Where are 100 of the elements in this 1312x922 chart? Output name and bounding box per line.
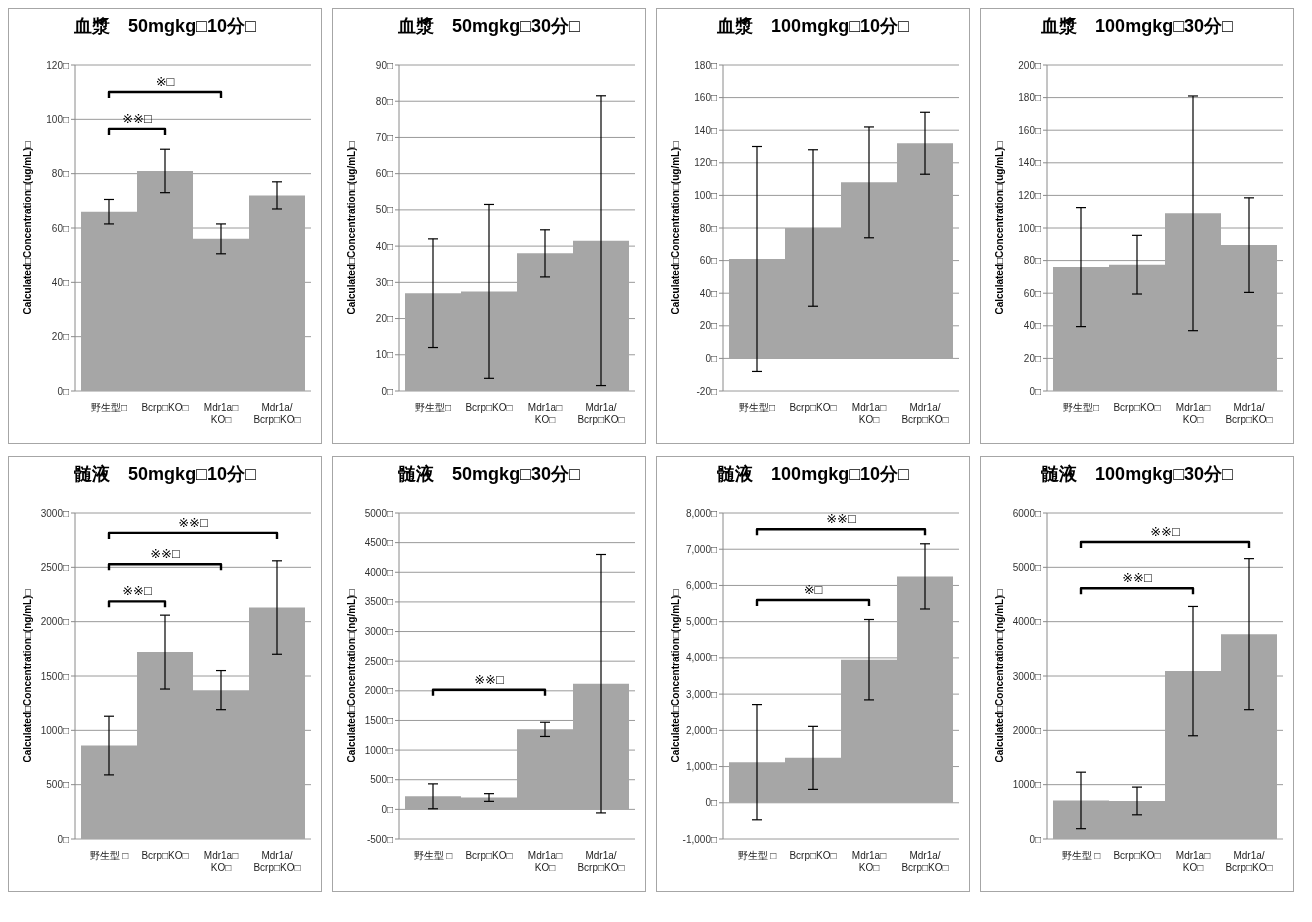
chart-title: 髄液 50mgkg□30分□ bbox=[397, 463, 581, 486]
x-tick-label: Mdr1a/Bcrp□KO□ bbox=[577, 850, 625, 873]
x-tick-label: Mdr1a/Bcrp□KO□ bbox=[901, 402, 949, 425]
y-tick-label: 0□ bbox=[705, 797, 717, 809]
y-tick-label: 80□ bbox=[1023, 255, 1041, 267]
y-tick-label: 40□ bbox=[1023, 320, 1041, 332]
y-axis-title: Calculated□Concentration□(ug/mL)□ bbox=[993, 141, 1005, 315]
x-tick-label: 野生型 □ bbox=[413, 850, 453, 861]
y-tick-label: 60□ bbox=[375, 168, 393, 180]
annotation: ※※□ bbox=[122, 110, 152, 126]
y-tick-label: 6,000□ bbox=[685, 579, 717, 591]
y-tick-label: 50□ bbox=[375, 204, 393, 216]
y-tick-label: 120□ bbox=[1018, 189, 1041, 201]
x-tick-label: Mdr1a□KO□ bbox=[1175, 402, 1211, 425]
y-tick-label: 5000□ bbox=[1012, 561, 1041, 573]
y-tick-label: 0□ bbox=[57, 833, 69, 845]
y-tick-label: 140□ bbox=[694, 124, 717, 136]
annotation: ※※□ bbox=[1122, 570, 1152, 586]
y-tick-label: 500□ bbox=[370, 774, 393, 786]
y-tick-label: 20□ bbox=[699, 320, 717, 332]
x-tick-label: Mdr1a□KO□ bbox=[527, 850, 563, 873]
x-tick-label: Mdr1a□KO□ bbox=[527, 402, 563, 425]
x-tick-label: Bcrp□KO□ bbox=[465, 402, 513, 413]
x-tick-label: 野生型 □ bbox=[1061, 850, 1101, 861]
y-tick-label: 20□ bbox=[51, 331, 69, 343]
y-tick-label: 3000□ bbox=[364, 626, 393, 638]
annotation: ※□ bbox=[155, 74, 175, 90]
y-axis-title: Calculated□Concentration□(ug/mL)□ bbox=[669, 141, 681, 315]
y-tick-label: 0□ bbox=[1029, 833, 1041, 845]
y-tick-label: 30□ bbox=[375, 276, 393, 288]
y-tick-label: 2000□ bbox=[40, 616, 69, 628]
x-tick-label: 野生型□ bbox=[90, 402, 128, 413]
chart-title: 髄液 100mgkg□10分□ bbox=[716, 463, 910, 486]
chart-title: 髄液 100mgkg□30分□ bbox=[1040, 463, 1234, 486]
y-tick-label: 180□ bbox=[1018, 92, 1041, 104]
x-tick-label: Mdr1a□KO□ bbox=[851, 402, 887, 425]
y-tick-label: -20□ bbox=[696, 385, 717, 397]
x-tick-label: Mdr1a/Bcrp□KO□ bbox=[577, 402, 625, 425]
y-axis-title: Calculated□Concentration□(ng/mL)□ bbox=[21, 589, 33, 763]
y-tick-label: 1000□ bbox=[364, 744, 393, 756]
annotation: ※※□ bbox=[150, 546, 180, 562]
y-tick-label: 0□ bbox=[381, 803, 393, 815]
x-tick-label: 野生型 □ bbox=[737, 850, 777, 861]
x-tick-label: 野生型□ bbox=[738, 402, 776, 413]
y-tick-label: 8,000□ bbox=[685, 507, 717, 519]
x-tick-label: Bcrp□KO□ bbox=[1113, 402, 1161, 413]
y-tick-label: 6000□ bbox=[1012, 507, 1041, 519]
y-tick-label: 3500□ bbox=[364, 596, 393, 608]
x-tick-label: Bcrp□KO□ bbox=[789, 850, 837, 861]
chart-title: 血漿 50mgkg□30分□ bbox=[397, 15, 581, 38]
y-tick-label: 0□ bbox=[381, 385, 393, 397]
y-tick-label: 40□ bbox=[375, 240, 393, 252]
y-tick-label: -1,000□ bbox=[682, 833, 717, 845]
x-tick-label: Bcrp□KO□ bbox=[1113, 850, 1161, 861]
y-tick-label: 120□ bbox=[46, 59, 69, 71]
y-tick-label: 4000□ bbox=[364, 566, 393, 578]
y-tick-label: 4,000□ bbox=[685, 652, 717, 664]
y-tick-label: 80□ bbox=[375, 95, 393, 107]
y-tick-label: 100□ bbox=[694, 189, 717, 201]
y-tick-label: 0□ bbox=[705, 352, 717, 364]
y-tick-label: 5,000□ bbox=[685, 616, 717, 628]
y-tick-label: 60□ bbox=[51, 222, 69, 234]
y-axis-title: Calculated□Concentration□(ug/mL)□ bbox=[21, 141, 33, 315]
y-tick-label: 160□ bbox=[1018, 124, 1041, 136]
y-axis-title: Calculated□Concentration□(ng/mL)□ bbox=[669, 589, 681, 763]
y-axis-title: Calculated□Concentration□(ug/mL)□ bbox=[345, 141, 357, 315]
y-tick-label: 3000□ bbox=[1012, 670, 1041, 682]
x-tick-label: Mdr1a□KO□ bbox=[1175, 850, 1211, 873]
y-tick-label: 100□ bbox=[46, 113, 69, 125]
y-tick-label: 40□ bbox=[51, 276, 69, 288]
y-tick-label: -500□ bbox=[366, 833, 393, 845]
y-tick-label: 4000□ bbox=[1012, 616, 1041, 628]
y-tick-label: 40□ bbox=[699, 287, 717, 299]
y-tick-label: 1500□ bbox=[40, 670, 69, 682]
y-tick-label: 2000□ bbox=[1012, 724, 1041, 736]
y-tick-label: 80□ bbox=[51, 168, 69, 180]
x-tick-label: Mdr1a/Bcrp□KO□ bbox=[1225, 402, 1273, 425]
y-tick-label: 3,000□ bbox=[685, 688, 717, 700]
y-tick-label: 0□ bbox=[1029, 385, 1041, 397]
y-tick-label: 1000□ bbox=[40, 724, 69, 736]
x-tick-label: Bcrp□KO□ bbox=[141, 402, 189, 413]
y-tick-label: 140□ bbox=[1018, 157, 1041, 169]
y-tick-label: 100□ bbox=[1018, 222, 1041, 234]
x-tick-label: Mdr1a/Bcrp□KO□ bbox=[253, 402, 301, 425]
x-tick-label: Mdr1a□KO□ bbox=[851, 850, 887, 873]
x-tick-label: Mdr1a/Bcrp□KO□ bbox=[901, 850, 949, 873]
y-tick-label: 3000□ bbox=[40, 507, 69, 519]
x-tick-label: Mdr1a/Bcrp□KO□ bbox=[1225, 850, 1273, 873]
y-tick-label: 60□ bbox=[1023, 287, 1041, 299]
chart-title: 血漿 100mgkg□10分□ bbox=[716, 15, 910, 38]
annotation: ※※□ bbox=[122, 583, 152, 599]
y-tick-label: 10□ bbox=[375, 349, 393, 361]
y-tick-label: 70□ bbox=[375, 131, 393, 143]
y-tick-label: 1500□ bbox=[364, 715, 393, 726]
y-tick-label: 160□ bbox=[694, 92, 717, 104]
y-tick-label: 2,000□ bbox=[685, 724, 717, 736]
y-tick-label: 1,000□ bbox=[685, 761, 717, 773]
x-tick-label: Bcrp□KO□ bbox=[789, 402, 837, 413]
y-tick-label: 7,000□ bbox=[685, 543, 717, 555]
chart-title: 髄液 50mgkg□10分□ bbox=[73, 463, 257, 486]
